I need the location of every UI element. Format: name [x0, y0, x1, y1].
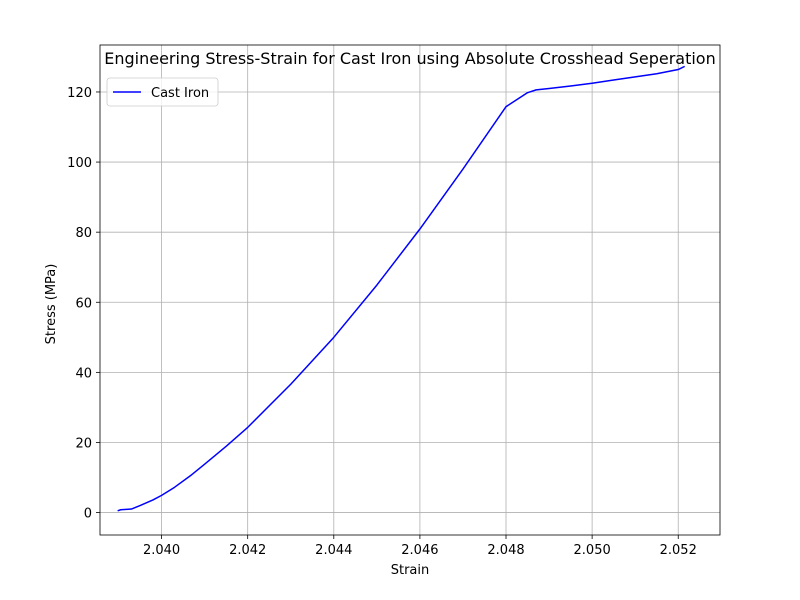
x-tick-label: 2.044 [315, 543, 352, 558]
plot-area [100, 45, 720, 535]
x-tick-label: 2.048 [487, 543, 524, 558]
chart-title: Engineering Stress-Strain for Cast Iron … [104, 49, 715, 68]
y-tick-label: 100 [67, 156, 92, 171]
grid-lines [100, 45, 720, 535]
legend-label: Cast Iron [151, 86, 209, 101]
x-tick-label: 2.040 [143, 543, 180, 558]
plot-frame [99, 44, 721, 536]
x-axis-label: Strain [391, 563, 430, 578]
y-tick-label: 80 [75, 226, 92, 241]
legend: Cast Iron [106, 77, 219, 107]
y-tick-label: 20 [75, 436, 92, 451]
y-tick-label: 0 [84, 507, 92, 522]
x-axis: 2.040 2.042 2.044 2.046 2.048 2.050 2.052 [143, 535, 697, 558]
series-layer [117, 65, 686, 512]
y-axis: 0 20 40 60 80 100 120 [67, 86, 100, 522]
x-tick-label: 2.052 [660, 543, 697, 558]
y-tick-label: 40 [75, 366, 92, 381]
y-tick-label: 120 [67, 86, 92, 101]
x-tick-label: 2.042 [229, 543, 266, 558]
legend-box [106, 77, 219, 107]
x-tick-label: 2.050 [574, 543, 611, 558]
y-tick-label: 60 [75, 296, 92, 311]
y-axis-label: Stress (MPa) [44, 264, 59, 345]
series-line-cast-iron [117, 65, 686, 512]
x-tick-label: 2.046 [401, 543, 438, 558]
